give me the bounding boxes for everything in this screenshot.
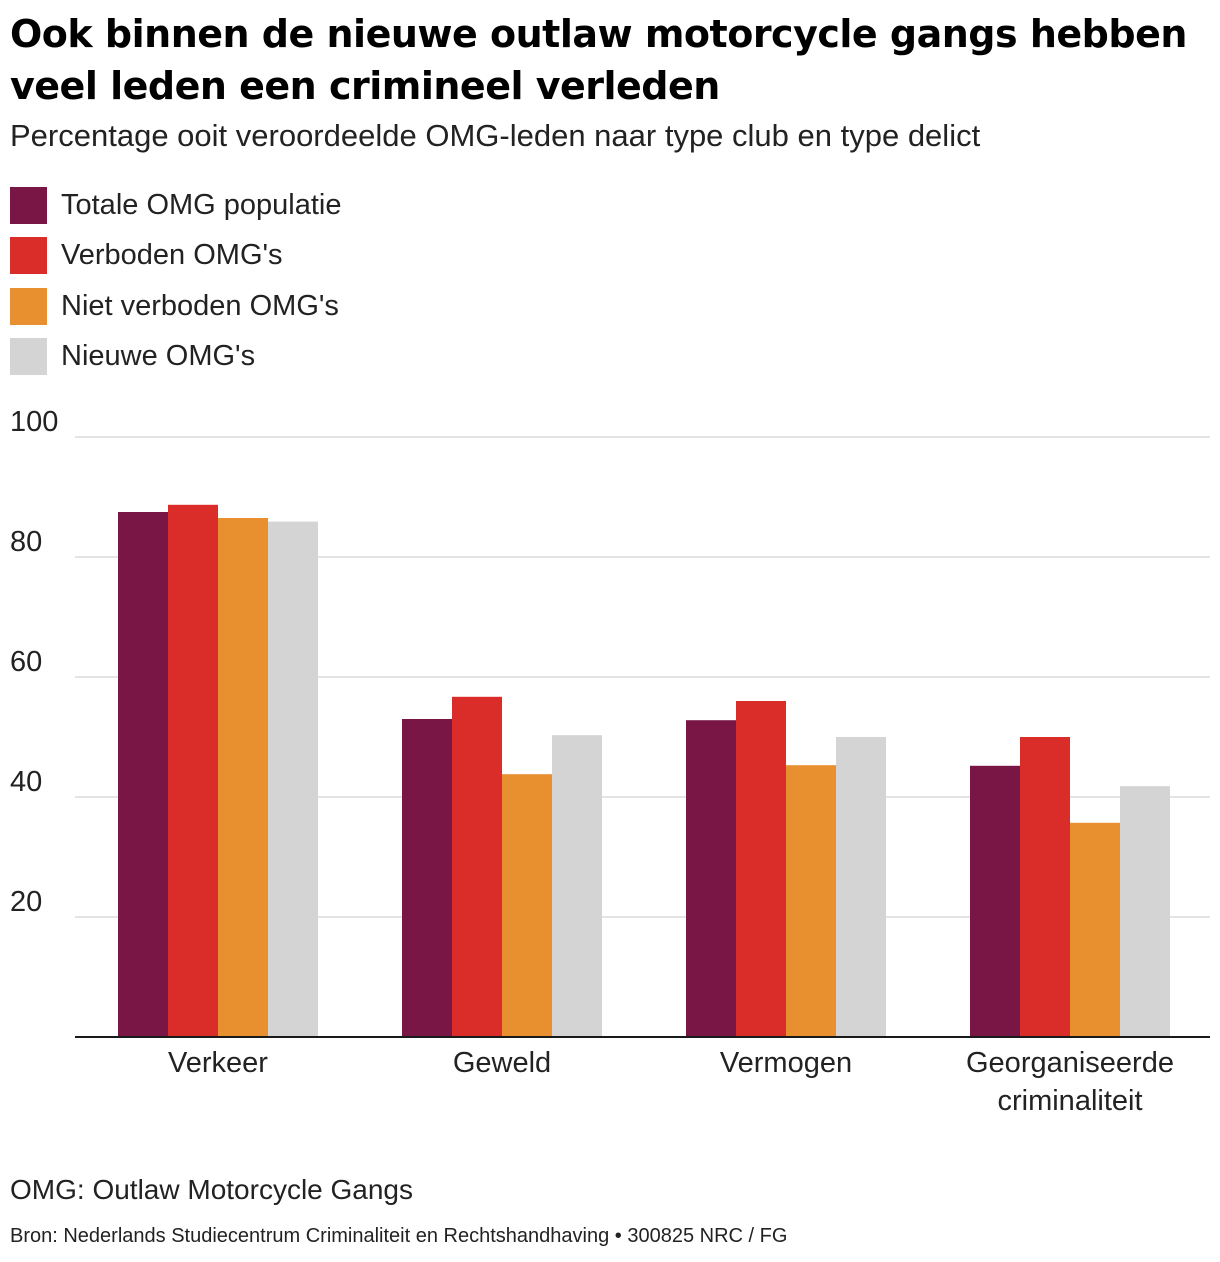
bar [686,720,736,1037]
legend-label-niet-verboden: Niet verboden OMG's [61,289,339,322]
legend-item-nieuwe: Nieuwe OMG's [10,332,341,383]
bar-chart: 20 40 60 80 100 Verkeer Geweld Vermogen Georgani… [10,406,1210,1117]
bar [268,521,318,1037]
bar [970,765,1020,1037]
chart-legend: Totale OMG populatie Verboden OMG's Niet… [10,180,341,382]
legend-label-nieuwe: Nieuwe OMG's [61,340,256,373]
x-tick-label: Verkeer [168,1047,268,1079]
bar [736,701,786,1037]
x-tick-label: Geweld [453,1047,551,1079]
bar [218,518,268,1037]
source-line: Bron: Nederlands Studiecentrum Criminali… [10,1225,788,1247]
legend-label-totale: Totale OMG populatie [61,188,342,221]
legend-item-niet-verboden: Niet verboden OMG's [10,281,341,332]
x-tick-label: Georganiseerde criminaliteit [966,1047,1174,1117]
legend-swatch-totale [10,186,47,224]
legend-item-verboden: Verboden OMG's [10,231,341,282]
bar [402,719,452,1037]
y-tick-label: 40 [10,766,42,798]
legend-swatch-nieuwe [10,338,47,376]
x-tick-label: Vermogen [720,1047,852,1079]
bar [452,696,502,1037]
y-tick-label: 60 [10,646,42,678]
legend-label-verboden: Verboden OMG's [61,239,283,272]
bar [552,735,602,1037]
y-tick-label: 100 [10,406,58,438]
chart-title: Ook binnen de nieuwe outlaw motorcycle g… [10,12,1187,108]
bar [1070,822,1120,1037]
chart-subtitle: Percentage ooit veroordeelde OMG-leden n… [10,118,981,153]
y-tick-label: 80 [10,526,42,558]
bar [1020,737,1070,1037]
legend-swatch-niet-verboden [10,287,47,325]
bar [502,774,552,1037]
y-tick-label: 20 [10,886,42,918]
bar [118,512,168,1037]
legend-swatch-verboden [10,237,47,275]
bar [786,765,836,1037]
bar [168,504,218,1037]
bar [836,737,886,1037]
bar [1120,786,1170,1037]
footnote: OMG: Outlaw Motorcycle Gangs [10,1174,414,1205]
legend-item-totale: Totale OMG populatie [10,180,341,231]
